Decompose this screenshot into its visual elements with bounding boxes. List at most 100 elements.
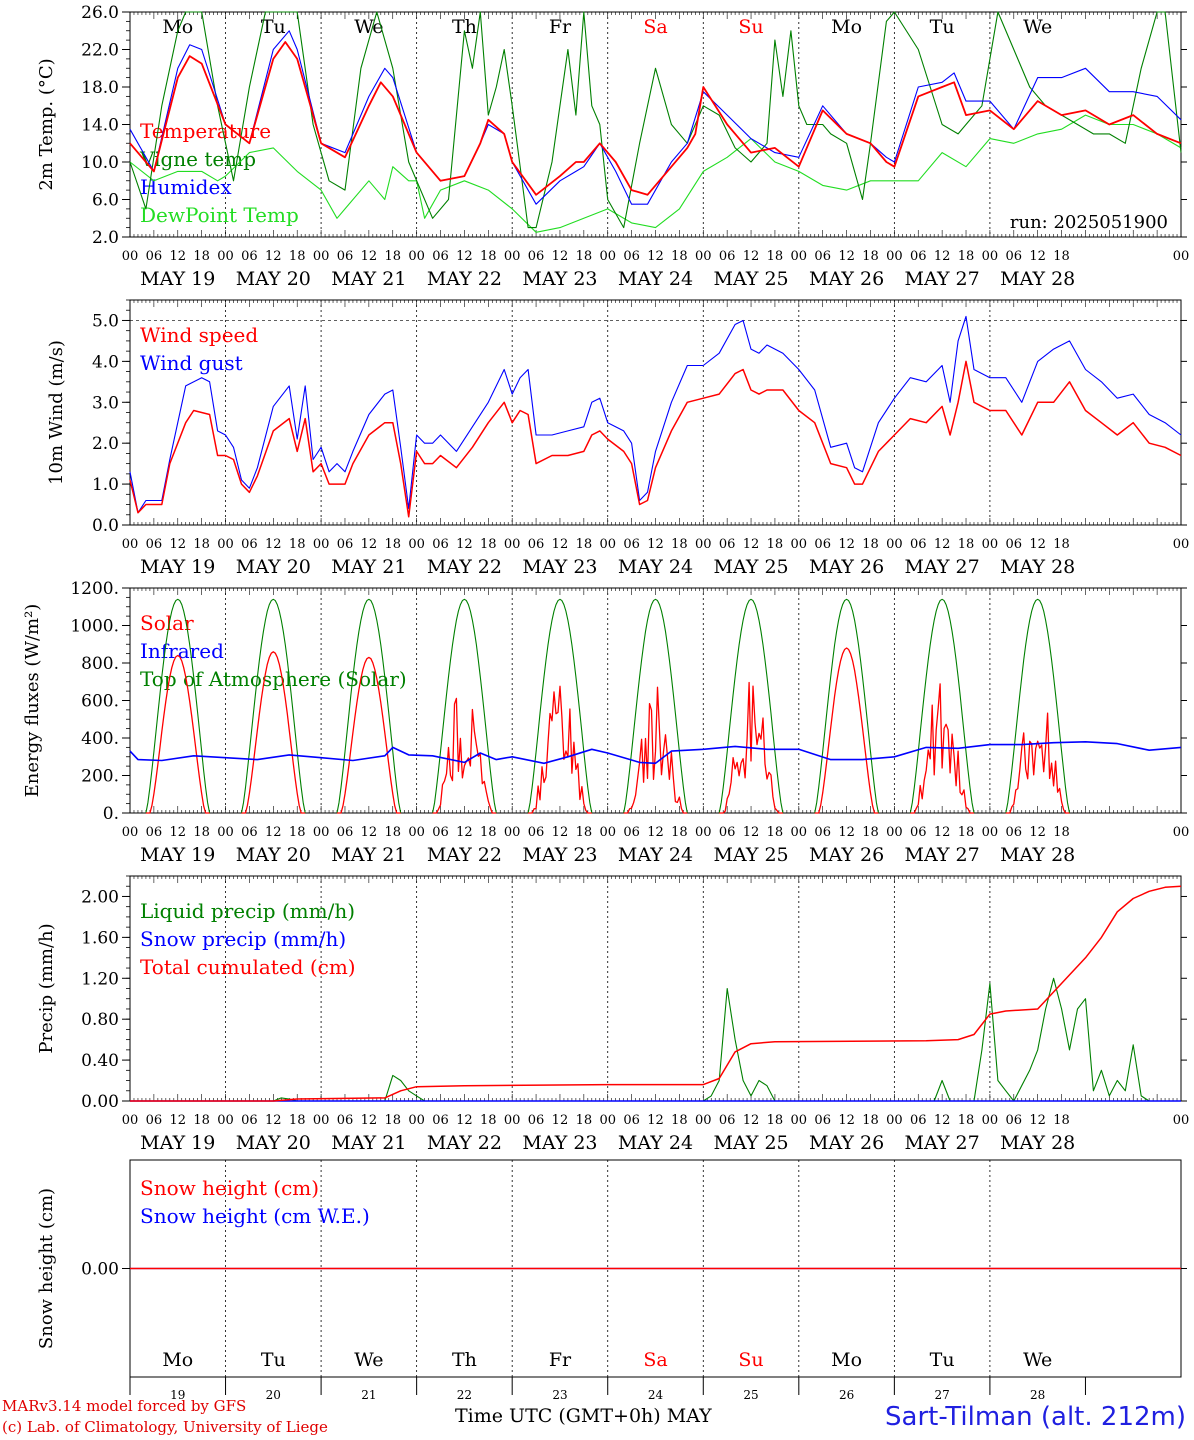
weekday-label: Fr xyxy=(549,1349,572,1371)
hour-tick-label: 00 xyxy=(313,1113,330,1128)
hour-tick-label: 06 xyxy=(528,825,545,840)
series-line-temperature xyxy=(129,41,1182,196)
plot-frame xyxy=(129,299,1182,526)
hour-tick-label: 06 xyxy=(719,249,736,264)
hour-tick-label: 18 xyxy=(480,825,497,840)
weekday-label: We xyxy=(354,1349,383,1371)
hour-tick-label: 12 xyxy=(647,537,664,552)
date-label: MAY 24 xyxy=(618,1132,693,1154)
hour-tick-label: 00 xyxy=(791,1113,808,1128)
hour-tick-label: 18 xyxy=(862,825,879,840)
date-label: MAY 20 xyxy=(236,1132,311,1154)
toa-solar-arc xyxy=(527,598,593,814)
y-tick-label: 0.40 xyxy=(81,1051,119,1071)
hour-tick-label: 00 xyxy=(217,537,234,552)
hour-tick-label: 00 xyxy=(791,825,808,840)
hour-tick-label: 18 xyxy=(767,1113,784,1128)
station-label: Sart-Tilman (alt. 212m) xyxy=(885,1402,1186,1432)
hour-tick-label: 12 xyxy=(647,825,664,840)
hour-tick-label: 06 xyxy=(814,537,831,552)
hour-tick-label: 12 xyxy=(743,1113,760,1128)
y-tick-label: 1200. xyxy=(70,579,119,599)
solar-curve xyxy=(528,685,592,814)
hour-tick-label: 18 xyxy=(289,825,306,840)
hour-tick-label: 12 xyxy=(552,537,569,552)
hour-tick-label: 00 xyxy=(122,1113,139,1128)
date-label: MAY 27 xyxy=(905,268,980,290)
hour-tick-label: 12 xyxy=(1029,249,1046,264)
y-tick-label: 14.0 xyxy=(81,116,119,136)
y-tick-label: 1.20 xyxy=(81,969,119,989)
solar-curve xyxy=(145,654,210,814)
hour-tick-label: 12 xyxy=(361,825,378,840)
day-number: 23 xyxy=(552,1388,567,1402)
date-label: MAY 24 xyxy=(618,844,693,866)
panel-4: 0.00 0.40 0.80 1.20 1.60 2.00 Precip (mm/h) 00 0… xyxy=(36,875,1189,1154)
date-label: MAY 26 xyxy=(809,556,884,578)
hour-tick-label: 06 xyxy=(241,825,258,840)
weekday-label: We xyxy=(354,16,383,38)
hour-tick-label: 18 xyxy=(576,825,593,840)
hour-tick-label: 06 xyxy=(432,1113,449,1128)
date-label: MAY 22 xyxy=(427,556,502,578)
y-tick-label: 22.0 xyxy=(81,41,119,61)
hour-tick-label: 00 xyxy=(313,249,330,264)
hour-tick-label: 18 xyxy=(289,537,306,552)
hour-tick-label: 18 xyxy=(1053,537,1070,552)
hour-tick-label: 06 xyxy=(719,825,736,840)
hour-tick-label: 06 xyxy=(814,1113,831,1128)
y-axis-label: Energy fluxes (W/m²) xyxy=(22,604,43,798)
solar-curve xyxy=(432,697,497,814)
hour-tick-label: 18 xyxy=(576,1113,593,1128)
solar-curve xyxy=(814,647,879,814)
series-line-total-cumulated xyxy=(130,885,1182,1102)
hour-tick-label: 06 xyxy=(337,1113,354,1128)
hour-tick-label: 12 xyxy=(838,1113,855,1128)
legend-entry: Top of Atmosphere (Solar) xyxy=(140,667,407,691)
hour-tick-label: 12 xyxy=(934,1113,951,1128)
legend-entry: Infrared xyxy=(140,639,224,663)
series-line-infrared xyxy=(129,740,1182,765)
date-label: MAY 22 xyxy=(427,844,502,866)
hour-tick-label: 06 xyxy=(910,825,927,840)
time-axis-text: Time UTC (GMT+0h) xyxy=(455,1405,661,1427)
hour-tick-label: 00 xyxy=(408,825,425,840)
toa-solar-arc xyxy=(432,598,497,814)
weekday-label: Tu xyxy=(930,16,955,38)
date-label: MAY 27 xyxy=(905,1132,980,1154)
y-tick-label: 400. xyxy=(81,729,119,749)
date-label: MAY 22 xyxy=(427,268,502,290)
hour-tick-label: 18 xyxy=(1053,249,1070,264)
date-label: MAY 26 xyxy=(809,844,884,866)
hour-tick-label: 06 xyxy=(337,825,354,840)
date-label: MAY 20 xyxy=(236,844,311,866)
y-tick-label: 18.0 xyxy=(81,78,119,98)
hour-tick-label: 18 xyxy=(289,1113,306,1128)
legend-entry: Wind speed xyxy=(140,323,258,347)
hour-tick-label: 06 xyxy=(528,537,545,552)
hour-tick-label: 12 xyxy=(934,825,951,840)
hour-tick-label: 00 xyxy=(122,537,139,552)
series-line-dewpoint-temp xyxy=(129,114,1182,233)
hour-tick-label: 00 xyxy=(982,537,999,552)
hour-tick-label: 12 xyxy=(169,1113,186,1128)
date-label: MAY 24 xyxy=(618,268,693,290)
weekday-label: We xyxy=(1023,1349,1052,1371)
series-line-humidex xyxy=(129,30,1182,205)
weekday-label: Mo xyxy=(162,1349,193,1371)
y-tick-label: 600. xyxy=(81,692,119,712)
legend-entry: DewPoint Temp xyxy=(140,203,299,227)
hour-tick-label: 06 xyxy=(1006,537,1023,552)
panel-1: 2.0 6.0 10.0 14.0 18.0 22.0 26.0 2m Temp. (°C) 0… xyxy=(36,3,1189,290)
hour-tick-label: 00 xyxy=(1173,537,1190,552)
y-axis-label: 10m Wind (m/s) xyxy=(46,340,67,485)
hour-tick-label: 18 xyxy=(480,1113,497,1128)
y-tick-label: 0.80 xyxy=(81,1010,119,1030)
y-tick-label: 2.00 xyxy=(81,887,119,907)
hour-tick-label: 12 xyxy=(169,825,186,840)
hour-tick-label: 12 xyxy=(743,825,760,840)
hour-tick-label: 06 xyxy=(623,537,640,552)
hour-tick-label: 00 xyxy=(122,825,139,840)
hour-tick-label: 12 xyxy=(838,825,855,840)
day-number: 27 xyxy=(934,1388,949,1402)
